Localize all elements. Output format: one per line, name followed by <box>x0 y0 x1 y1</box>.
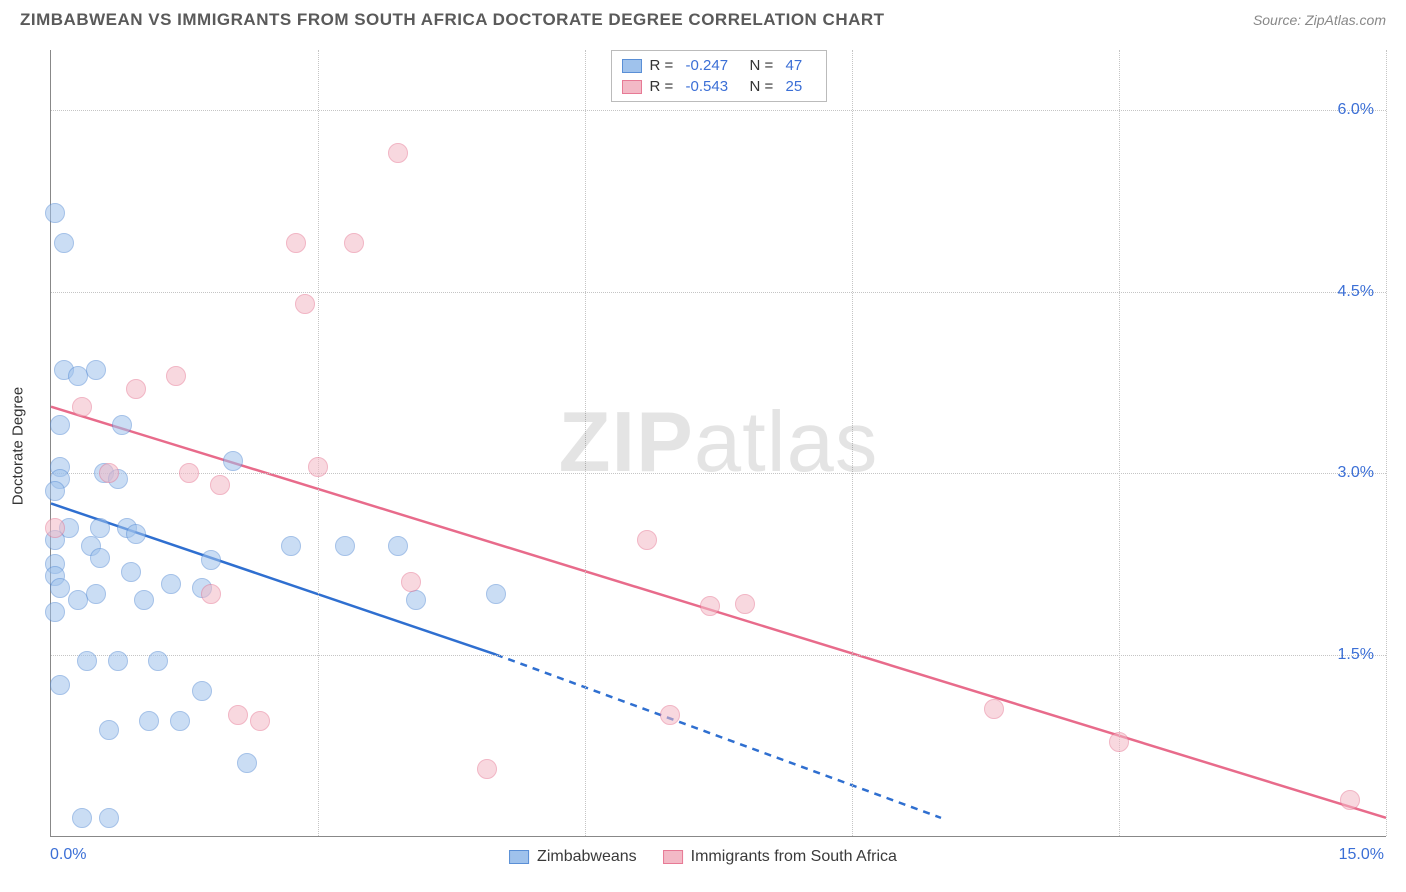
y-axis-label: Doctorate Degree <box>10 387 27 505</box>
data-point <box>388 536 408 556</box>
data-point <box>281 536 301 556</box>
data-point <box>45 602 65 622</box>
data-point <box>99 808 119 828</box>
data-point <box>735 594 755 614</box>
y-tick-label: 4.5% <box>1338 283 1374 301</box>
data-point <box>1109 732 1129 752</box>
r-value: -0.543 <box>686 78 742 95</box>
chart-header: ZIMBABWEAN VS IMMIGRANTS FROM SOUTH AFRI… <box>0 0 1406 35</box>
data-point <box>112 415 132 435</box>
gridline-v <box>1386 50 1387 836</box>
data-point <box>201 550 221 570</box>
y-tick-label: 6.0% <box>1338 101 1374 119</box>
y-tick-label: 3.0% <box>1338 464 1374 482</box>
chart-source: Source: ZipAtlas.com <box>1253 12 1386 28</box>
data-point <box>99 720 119 740</box>
data-point <box>72 397 92 417</box>
data-point <box>139 711 159 731</box>
data-point <box>170 711 190 731</box>
data-point <box>637 530 657 550</box>
data-point <box>86 584 106 604</box>
data-point <box>335 536 355 556</box>
data-point <box>486 584 506 604</box>
r-value: -0.247 <box>686 57 742 74</box>
legend-item: Zimbabweans <box>509 848 637 866</box>
data-point <box>54 233 74 253</box>
data-point <box>308 457 328 477</box>
data-point <box>406 590 426 610</box>
data-point <box>344 233 364 253</box>
legend-item: Immigrants from South Africa <box>663 848 897 866</box>
data-point <box>77 651 97 671</box>
legend-label: Immigrants from South Africa <box>691 848 897 866</box>
data-point <box>250 711 270 731</box>
gridline-h <box>51 473 1386 474</box>
stats-legend-row: R = -0.247 N = 47 <box>622 55 816 76</box>
x-tick-label-right: 15.0% <box>1339 846 1384 864</box>
data-point <box>223 451 243 471</box>
data-point <box>286 233 306 253</box>
stats-legend-row: R = -0.543 N = 25 <box>622 76 816 97</box>
data-point <box>201 584 221 604</box>
data-point <box>166 366 186 386</box>
n-value: 47 <box>786 57 816 74</box>
data-point <box>148 651 168 671</box>
data-point <box>161 574 181 594</box>
n-label: N = <box>750 57 778 74</box>
n-label: N = <box>750 78 778 95</box>
gridline-v <box>585 50 586 836</box>
n-value: 25 <box>786 78 816 95</box>
data-point <box>99 463 119 483</box>
data-point <box>45 203 65 223</box>
data-point <box>401 572 421 592</box>
legend-swatch <box>622 80 642 94</box>
data-point <box>134 590 154 610</box>
data-point <box>50 578 70 598</box>
chart-title: ZIMBABWEAN VS IMMIGRANTS FROM SOUTH AFRI… <box>20 10 885 30</box>
data-point <box>984 699 1004 719</box>
data-point <box>90 518 110 538</box>
r-label: R = <box>650 57 678 74</box>
gridline-h <box>51 292 1386 293</box>
data-point <box>45 518 65 538</box>
data-point <box>108 651 128 671</box>
data-point <box>237 753 257 773</box>
x-tick-label-left: 0.0% <box>50 846 86 864</box>
gridline-v <box>1119 50 1120 836</box>
data-point <box>477 759 497 779</box>
data-point <box>126 379 146 399</box>
stats-legend: R = -0.247 N = 47 R = -0.543 N = 25 <box>611 50 827 102</box>
legend-swatch <box>622 59 642 73</box>
gridline-v <box>318 50 319 836</box>
legend-label: Zimbabweans <box>537 848 637 866</box>
data-point <box>45 481 65 501</box>
gridline-h <box>51 110 1386 111</box>
data-point <box>295 294 315 314</box>
r-label: R = <box>650 78 678 95</box>
data-point <box>228 705 248 725</box>
data-point <box>72 808 92 828</box>
data-point <box>90 548 110 568</box>
data-point <box>126 524 146 544</box>
data-point <box>1340 790 1360 810</box>
data-point <box>50 675 70 695</box>
legend-swatch <box>509 850 529 864</box>
data-point <box>179 463 199 483</box>
data-point <box>660 705 680 725</box>
y-tick-label: 1.5% <box>1338 646 1374 664</box>
data-point <box>192 681 212 701</box>
data-point <box>210 475 230 495</box>
data-point <box>121 562 141 582</box>
data-point <box>700 596 720 616</box>
series-legend: Zimbabweans Immigrants from South Africa <box>509 848 897 866</box>
legend-swatch <box>663 850 683 864</box>
data-point <box>86 360 106 380</box>
data-point <box>388 143 408 163</box>
gridline-h <box>51 655 1386 656</box>
data-point <box>50 415 70 435</box>
scatter-chart: ZIPatlas R = -0.247 N = 47 R = -0.543 N = 25 1.… <box>50 50 1386 837</box>
gridline-v <box>852 50 853 836</box>
watermark: ZIPatlas <box>559 394 879 492</box>
